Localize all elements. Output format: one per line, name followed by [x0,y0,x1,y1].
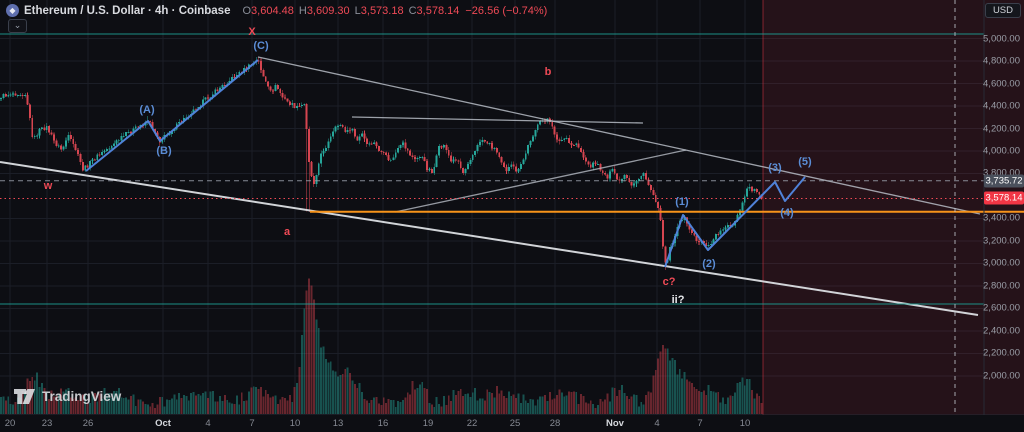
flat-resistance-line[interactable] [351,116,644,124]
change-readout: −26.56 (−0.74%) [465,4,548,17]
symbol-title[interactable]: Ethereum / U.S. Dollar · 4h · Coinbase [24,4,231,17]
wave-label-a[interactable]: (A) [139,104,155,116]
candles-layer[interactable] [0,57,763,271]
last-price-badge: 3,578.14 [984,191,1024,205]
time-tick: 13 [332,418,344,429]
wave-label-2[interactable]: (2) [702,258,716,270]
price-tick: 2,200.00 [983,347,1020,359]
crosshair-price-badge: 3,735.72 [984,174,1024,188]
wave-label-1[interactable]: (1) [675,196,689,208]
impulse-wave-line[interactable] [664,176,806,268]
time-tick: Oct [155,418,171,429]
declining-support-line[interactable] [0,161,979,316]
price-tick: 4,000.00 [983,145,1020,157]
time-tick: 19 [422,418,434,429]
price-tick: 3,400.00 [983,212,1020,224]
time-tick: 20 [4,418,16,429]
time-tick: 7 [697,418,703,429]
price-axis[interactable]: 5,000.00 4,800.00 4,600.00 4,400.00 4,200.00… [983,0,1024,415]
grid-layer [0,0,984,415]
time-tick: 22 [466,418,478,429]
price-tick: 2,000.00 [983,370,1020,382]
chart-canvas[interactable] [0,0,1024,415]
exchange-label: Coinbase [178,4,231,17]
wedge-upper-line[interactable] [257,56,981,215]
wave-label-c[interactable]: c? [662,276,676,288]
time-tick: 10 [289,418,301,429]
interval-label: 4h [155,4,169,17]
currency-toggle-button[interactable]: USD [984,3,1021,18]
wave-label-a[interactable]: a [283,226,291,238]
time-tick: 7 [249,418,255,429]
price-tick: 5,000.00 [983,33,1020,44]
price-tick: 2,400.00 [983,325,1020,337]
time-tick: 28 [549,418,561,429]
time-tick: 4 [654,418,660,429]
time-tick: 25 [509,418,521,429]
price-tick: 3,000.00 [983,257,1020,269]
price-tick: 4,600.00 [983,78,1020,89]
time-axis[interactable]: 20 23 26 Oct 4 7 10 13 16 19 22 25 28 Nov 4 7 10 [0,415,1024,432]
wave-label-x[interactable]: X [248,26,256,38]
tradingview-logo[interactable]: TradingView [14,389,121,404]
price-tick: 3,200.00 [983,235,1020,247]
price-tick: 4,200.00 [983,123,1020,134]
levels-layer[interactable] [0,0,1024,415]
wave-label-b[interactable]: (B) [156,145,172,157]
tradingview-logo-icon [14,389,35,404]
price-tick: 4,800.00 [983,55,1020,67]
wave-lines-layer[interactable] [85,59,806,268]
ethereum-icon: ◆ [6,4,19,17]
abc-wave-line[interactable] [85,59,259,172]
price-tick: 4,400.00 [983,100,1020,112]
wave-label-w[interactable]: w [43,180,53,192]
time-tick: 4 [205,418,211,429]
price-tick: 3,800.00 [983,168,1020,179]
wave-label-c[interactable]: (C) [253,40,269,52]
ohlc-readout: O3,604.48 H3,609.30 L3,573.18 C3,578.14 −26.… [242,4,548,17]
symbol-legend[interactable]: ◆ Ethereum / U.S. Dollar · 4h · Coinbase… [6,4,547,17]
wave-label-ii[interactable]: ii? [671,294,685,306]
legend-collapse-button[interactable]: ⌄ [8,19,27,33]
tradingview-logo-text: TradingView [42,389,122,404]
time-tick: 16 [377,418,389,429]
time-tick: 26 [82,418,94,429]
wave-label-4[interactable]: (4) [780,207,794,219]
time-tick: 23 [41,418,53,429]
price-tick: 2,600.00 [983,302,1020,314]
volume-layer [0,278,763,414]
wave-label-b[interactable]: b [544,66,552,78]
projection-zone[interactable] [762,0,1024,415]
wave-label-3[interactable]: (3) [768,162,782,174]
time-tick: Nov [606,418,624,429]
time-tick: 10 [739,418,751,429]
wave-label-5[interactable]: (5) [798,156,812,168]
price-tick: 2,800.00 [983,280,1020,292]
